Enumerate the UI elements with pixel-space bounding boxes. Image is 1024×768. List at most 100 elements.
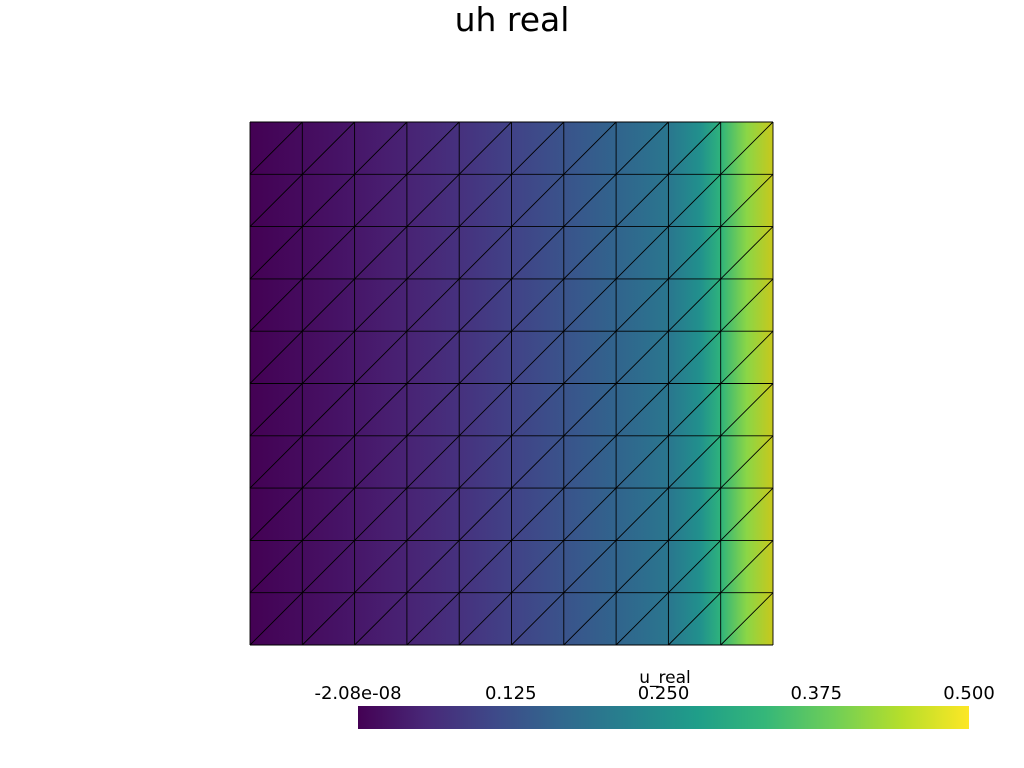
mesh-diagonal-line (458, 330, 512, 384)
mesh-diagonal-line (458, 383, 512, 437)
mesh-diagonal-line (301, 540, 355, 594)
mesh-diagonal-line (249, 278, 303, 332)
mesh-diagonal-line (406, 121, 460, 175)
mesh-diagonal-line (511, 278, 565, 332)
mesh-diagonal-line (511, 383, 565, 437)
mesh-diagonal-line (615, 383, 669, 437)
mesh-diagonal-line (406, 435, 460, 489)
mesh-diagonal-line (354, 592, 408, 646)
mesh-diagonal-line (563, 330, 617, 384)
mesh-diagonal-line (720, 330, 774, 384)
mesh-diagonal-line (249, 330, 303, 384)
mesh-diagonal-line (406, 226, 460, 280)
mesh-diagonal-line (458, 121, 512, 175)
mesh-diagonal-line (615, 592, 669, 646)
mesh-diagonal-line (615, 330, 669, 384)
colorbar-tick-label: 0.250 (637, 683, 690, 704)
mesh-diagonal-line (615, 173, 669, 227)
mesh-diagonal-line (301, 226, 355, 280)
mesh-diagonal-line (511, 487, 565, 541)
mesh-diagonal-line (406, 383, 460, 437)
mesh-diagonal-line (563, 121, 617, 175)
mesh-diagonal-line (249, 173, 303, 227)
mesh-diagonal-line (720, 226, 774, 280)
mesh-diagonal-line (563, 592, 617, 646)
mesh-diagonal-line (615, 435, 669, 489)
colorbar-title: u_real (639, 668, 691, 688)
mesh-diagonal-line (354, 121, 408, 175)
mesh-diagonal-line (249, 540, 303, 594)
mesh-diagonal-line (354, 330, 408, 384)
mesh-diagonal-line (458, 435, 512, 489)
mesh-diagonal-line (354, 173, 408, 227)
mesh-diagonal-line (301, 592, 355, 646)
mesh-diagonal-line (406, 540, 460, 594)
mesh-diagonal-line (406, 330, 460, 384)
mesh-grid (249, 121, 774, 646)
mesh-diagonal-line (301, 383, 355, 437)
mesh-diagonal-line (563, 226, 617, 280)
mesh-diagonal-line (720, 278, 774, 332)
mesh-diagonal-line (668, 121, 722, 175)
mesh-diagonal-line (249, 487, 303, 541)
mesh-diagonal-line (301, 121, 355, 175)
mesh-diagonal-line (668, 592, 722, 646)
mesh-diagonal-line (720, 435, 774, 489)
mesh-diagonal-line (511, 121, 565, 175)
mesh-diagonal-line (720, 592, 774, 646)
mesh-diagonal-line (406, 173, 460, 227)
mesh-diagonal-line (354, 278, 408, 332)
mesh-diagonal-line (249, 435, 303, 489)
mesh-diagonal-line (720, 173, 774, 227)
mesh-diagonal-line (511, 435, 565, 489)
mesh-diagonal-line (354, 487, 408, 541)
mesh-diagonal-line (615, 278, 669, 332)
mesh-diagonal-line (301, 435, 355, 489)
mesh-diagonal-line (354, 226, 408, 280)
mesh-diagonal-line (668, 278, 722, 332)
mesh-diagonal-line (458, 592, 512, 646)
plot-title: uh real (454, 0, 570, 39)
mesh-diagonal-line (668, 383, 722, 437)
mesh-diagonal-line (720, 121, 774, 175)
mesh-diagonal-line (458, 226, 512, 280)
mesh-diagonal-line (354, 383, 408, 437)
mesh-diagonal-line (668, 487, 722, 541)
mesh-diagonal-line (668, 330, 722, 384)
mesh-diagonal-line (458, 173, 512, 227)
mesh-diagonal-line (511, 592, 565, 646)
mesh-diagonal-line (406, 278, 460, 332)
mesh-diagonal-line (720, 383, 774, 437)
mesh-diagonal-line (301, 173, 355, 227)
mesh-diagonal-line (406, 592, 460, 646)
mesh-diagonal-line (249, 121, 303, 175)
mesh-diagonal-line (458, 487, 512, 541)
mesh-diagonal-line (720, 487, 774, 541)
mesh-diagonal-line (668, 226, 722, 280)
colorbar-tick-label: 0.500 (943, 683, 995, 704)
colorbar-tick-label: 0.375 (790, 683, 843, 704)
mesh-diagonal-line (615, 226, 669, 280)
mesh-diagonal-line (511, 226, 565, 280)
mesh-diagonal-line (511, 540, 565, 594)
mesh-diagonal-line (458, 540, 512, 594)
mesh-diagonal-line (668, 435, 722, 489)
mesh-diagonal-line (563, 435, 617, 489)
mesh-diagonal-line (563, 173, 617, 227)
mesh-diagonal-line (615, 121, 669, 175)
mesh-diagonal-line (563, 540, 617, 594)
colorbar-tick-label: -2.08e-08 (314, 683, 402, 704)
mesh-diagonal-line (301, 487, 355, 541)
mesh-diagonal-line (249, 226, 303, 280)
mesh-diagonal-line (511, 330, 565, 384)
mesh-diagonal-line (563, 487, 617, 541)
colorbar-tick-label: 0.125 (484, 683, 537, 704)
mesh-diagonal-line (354, 540, 408, 594)
mesh-diagonal-line (249, 592, 303, 646)
mesh-diagonal-line (511, 173, 565, 227)
mesh-diagonal-line (354, 435, 408, 489)
mesh-diagonal-line (249, 383, 303, 437)
mesh-diagonal-line (301, 330, 355, 384)
mesh-diagonal-line (458, 278, 512, 332)
